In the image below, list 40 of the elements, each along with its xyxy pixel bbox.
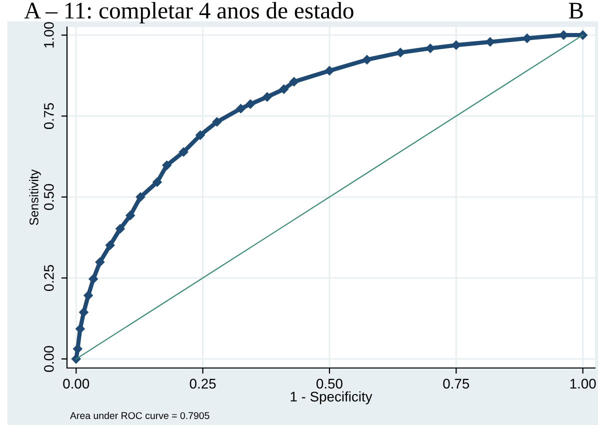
point: [522, 34, 532, 43]
point: [236, 104, 246, 114]
point: [246, 99, 256, 109]
point: [289, 77, 299, 86]
point: [485, 37, 495, 47]
point: [76, 324, 85, 334]
x-tick-label: 0.00: [63, 378, 90, 389]
point: [73, 344, 82, 354]
point: [88, 274, 98, 284]
text: B: [568, 2, 583, 18]
point: [84, 290, 93, 300]
chart-title: A – 11: completar 4 anos de estado: [24, 2, 354, 24]
point: [196, 130, 205, 140]
point: [212, 117, 222, 127]
y-tick-label: 1.00: [44, 22, 54, 48]
point: [162, 160, 172, 170]
point: [362, 55, 372, 64]
x-tick-label: 0.50: [316, 378, 342, 389]
point: [279, 84, 288, 94]
point: [262, 92, 272, 102]
point: [324, 66, 334, 76]
y-axis-title: Sensitivity: [29, 169, 41, 226]
y-tick-label: 0.00: [44, 346, 54, 372]
y-tick-label: 0.50: [44, 184, 54, 210]
y-tick-label: 0.75: [44, 103, 54, 130]
point: [152, 177, 162, 187]
point: [95, 257, 105, 267]
point: [116, 224, 125, 234]
point: [79, 308, 88, 317]
point: [178, 147, 188, 157]
x-tick-label: 0.75: [443, 378, 470, 389]
text: Area under ROC curve = 0.7905: [70, 412, 210, 420]
point: [105, 240, 115, 250]
point: [396, 48, 406, 58]
x-tick-label: 0.25: [190, 378, 216, 389]
x-axis-title: 1 - Specificity: [290, 391, 372, 404]
point: [136, 192, 146, 202]
y-tick-label: 0.25: [44, 265, 54, 291]
x-tick-label: 1.00: [570, 378, 596, 389]
point: [126, 210, 135, 220]
